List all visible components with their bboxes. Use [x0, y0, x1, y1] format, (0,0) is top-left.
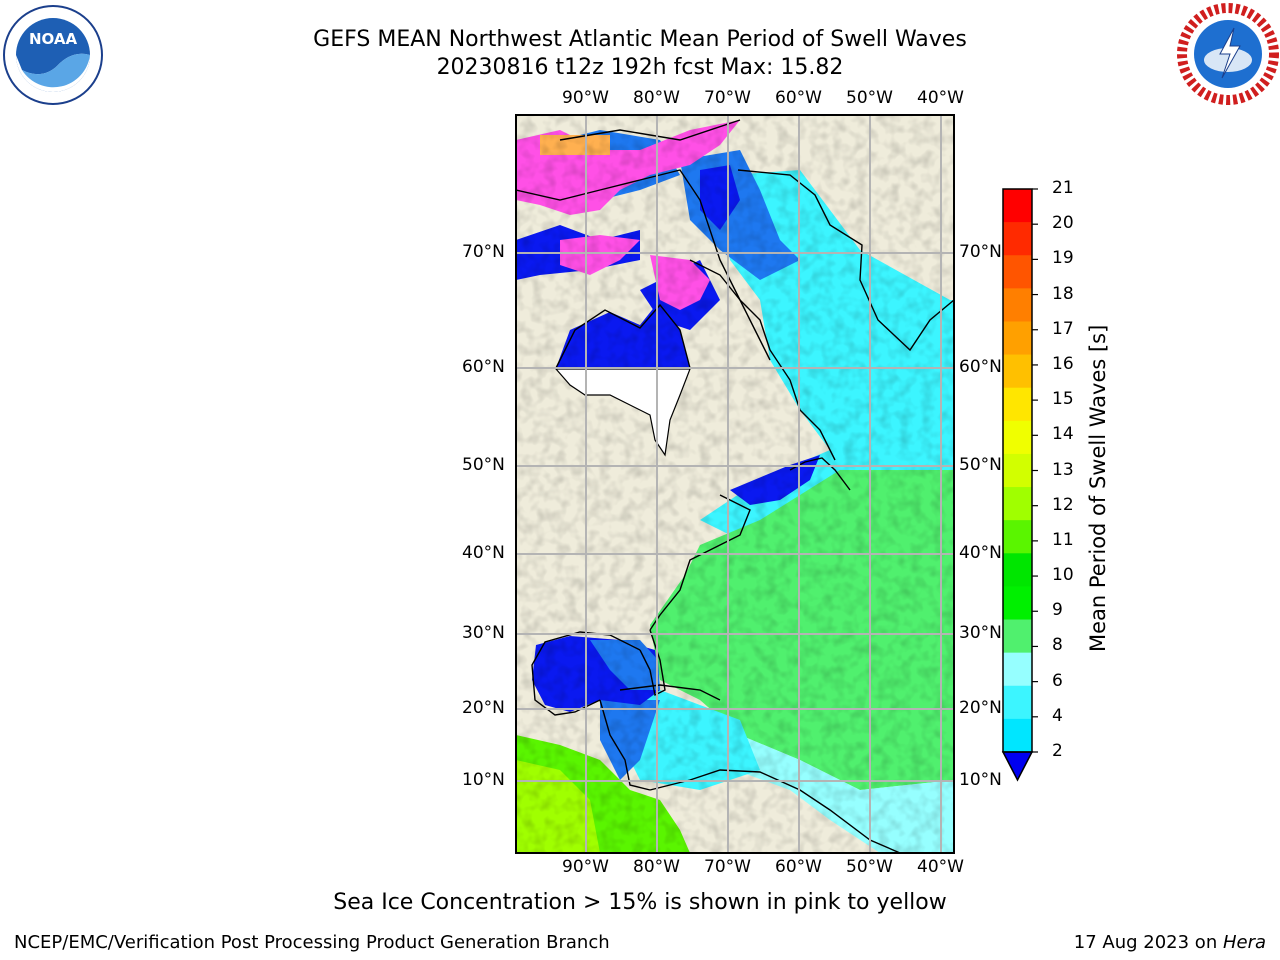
colorbar-tick-label: 8	[1052, 635, 1063, 656]
footer-credit: NCEP/EMC/Verification Post Processing Pr…	[14, 932, 610, 953]
lat-label-left: 40°N	[462, 543, 505, 563]
lat-label-right: 70°N	[959, 242, 1002, 262]
colorbar-segment	[1003, 288, 1032, 322]
coastline-florida	[639, 629, 666, 697]
colorbar-tick-label: 17	[1052, 318, 1074, 339]
lon-label-top: 60°W	[775, 88, 822, 108]
colorbar-segment	[1003, 255, 1032, 289]
colorbar-tick-label: 4	[1052, 705, 1063, 726]
lat-label-right: 50°N	[959, 455, 1002, 475]
lon-label-top: 90°W	[562, 88, 609, 108]
colorbar-segment	[1003, 586, 1032, 621]
colorbar-tick-label: 2	[1052, 741, 1063, 761]
coastline-central-america	[599, 699, 651, 791]
colorbar-segment	[1003, 387, 1032, 422]
lat-label-left: 60°N	[462, 357, 505, 377]
coastline-labrador	[739, 299, 836, 461]
lat-label-left: 50°N	[462, 455, 505, 475]
lat-label-left: 20°N	[462, 698, 505, 718]
colorbar-segment	[1003, 420, 1032, 455]
lon-label-top: 80°W	[633, 88, 680, 108]
lat-label-right: 30°N	[959, 623, 1002, 643]
colorbar-tick-label: 10	[1052, 565, 1074, 586]
coastline-hudson	[555, 303, 691, 369]
colorbar-tick-label: 9	[1052, 600, 1063, 621]
coastline-islands	[689, 259, 771, 361]
map-caption: Sea Ice Concentration > 15% is shown in …	[333, 890, 947, 915]
lon-label-top: 50°W	[846, 88, 893, 108]
colorbar-tick-label: 16	[1052, 353, 1074, 374]
lat-label-left: 10°N	[462, 770, 505, 790]
lon-label-bottom: 80°W	[633, 857, 680, 877]
lon-label-bottom: 90°W	[562, 857, 609, 877]
footer-date-text: 17 Aug 2023 on	[1073, 932, 1223, 953]
lon-label-top: 70°W	[704, 88, 751, 108]
lon-label-bottom: 70°W	[704, 857, 751, 877]
lon-label-top: 40°W	[917, 88, 964, 108]
colorbar-tick-label: 6	[1052, 670, 1063, 691]
footer-machine: Hera	[1222, 932, 1266, 953]
colorbar-extend-arrow	[1001, 751, 1034, 782]
colorbar-title: Mean Period of Swell Waves [s]	[1086, 324, 1110, 652]
lon-label-bottom: 60°W	[775, 857, 822, 877]
nws-logo	[1177, 3, 1279, 105]
colorbar-tick-label: 19	[1052, 248, 1074, 269]
lon-label-bottom: 50°W	[846, 857, 893, 877]
noaa-logo: NOAA	[3, 5, 103, 105]
colorbar-segment	[1003, 453, 1032, 488]
colorbar-tick-label: 11	[1052, 529, 1074, 550]
graticule	[516, 115, 954, 853]
colorbar-tick-label: 13	[1052, 459, 1074, 480]
colorbar-tick-label: 18	[1052, 283, 1074, 304]
footer-date: 17 Aug 2023 on Hera	[1074, 932, 1266, 953]
title-line-2: 20230816 t12z 192h fcst Max: 15.82	[436, 55, 844, 80]
coastline-arctic	[516, 169, 741, 301]
colorbar-tick-label: 21	[1052, 178, 1074, 198]
lon-label-bottom: 40°W	[917, 857, 964, 877]
colorbar-segment	[1003, 321, 1032, 356]
colorbar	[1001, 188, 1038, 782]
colorbar-segment	[1003, 652, 1032, 687]
lat-label-left: 70°N	[462, 242, 505, 262]
lat-label-right: 40°N	[959, 543, 1002, 563]
coastline-baffin	[559, 119, 741, 141]
colorbar-tick-label: 15	[1052, 389, 1074, 410]
colorbar-segment	[1003, 553, 1032, 587]
coastline-greenland	[737, 169, 954, 352]
colorbar-segment	[1003, 487, 1032, 521]
colorbar-segment	[1003, 619, 1032, 654]
colorbar-segment	[1003, 354, 1032, 389]
lat-label-right: 10°N	[959, 770, 1002, 790]
lat-label-right: 20°N	[959, 698, 1002, 718]
coastline-cuba	[619, 684, 721, 701]
noaa-logo-text: NOAA	[29, 30, 78, 48]
colorbar-segment	[1003, 685, 1032, 720]
colorbar-tick-label: 20	[1052, 213, 1074, 234]
lat-label-right: 60°N	[959, 357, 1002, 377]
map-frame	[515, 114, 955, 854]
colorbar-tick-label: 14	[1052, 424, 1074, 445]
colorbar-tick-label: 12	[1052, 494, 1074, 515]
colorbar-segment	[1003, 520, 1032, 554]
colorbar-segment	[1003, 718, 1032, 753]
title-line-1: GEFS MEAN Northwest Atlantic Mean Period…	[313, 27, 967, 52]
colorbar-segment	[1003, 222, 1032, 256]
map-title: GEFS MEAN Northwest Atlantic Mean Period…	[0, 26, 1280, 82]
lat-label-left: 30°N	[462, 623, 505, 643]
colorbar-segment	[1003, 189, 1032, 223]
